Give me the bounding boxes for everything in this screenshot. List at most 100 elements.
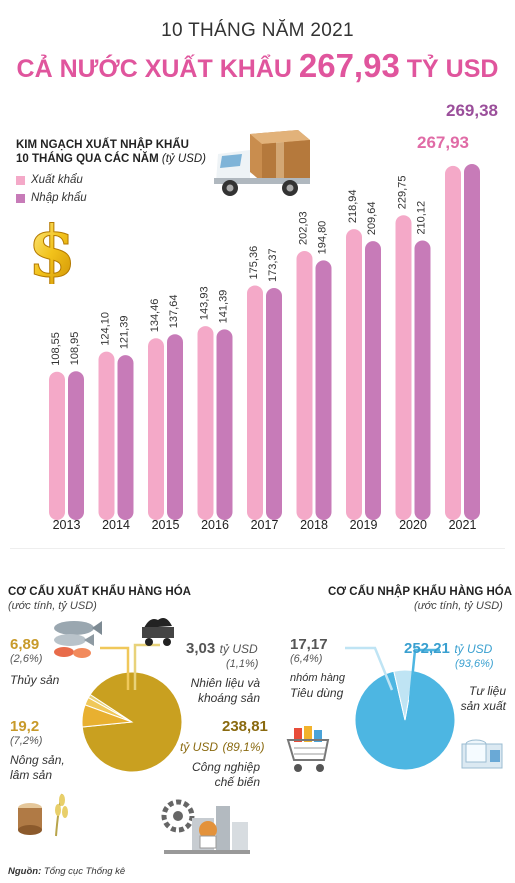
cong-nghiep-percent: (89,1%) xyxy=(222,740,265,754)
export-pie-unit: (ước tính, tỷ USD) xyxy=(8,600,97,612)
tu-lieu-percent: (93,6%) xyxy=(455,658,494,670)
bar-chart-title-line2: 10 THÁNG QUA CÁC NĂM (tỷ USD) xyxy=(16,152,206,166)
year-label-2018: 2018 xyxy=(300,518,328,532)
year-label-2021: 2021 xyxy=(449,518,477,532)
value-label-import-2018: 194,80 xyxy=(317,221,329,255)
tu-lieu-label: Tư liệu sản xuất xyxy=(440,684,506,714)
tieu-dung-value: 17,17 xyxy=(290,636,328,653)
value-label-export-2020: 229,75 xyxy=(397,176,409,210)
export-pie-title: CƠ CẤU XUẤT KHẨU HÀNG HÓA xyxy=(8,586,191,598)
section-divider xyxy=(10,548,505,549)
tieu-dung-percent: (6,4%) xyxy=(290,653,323,665)
tu-lieu-label-line1: Tư liệu xyxy=(469,684,506,698)
value-label-export-2013: 108,55 xyxy=(50,332,62,366)
svg-text:$: $ xyxy=(28,212,77,284)
nhien-lieu-label: Nhiên liệu và khoáng sản xyxy=(180,676,260,706)
slice-tu-lieu: 252,21 tỷ USD xyxy=(404,640,492,658)
value-label-import-2013: 108,95 xyxy=(69,332,81,366)
period-title: 10 THÁNG NĂM 2021 xyxy=(161,20,354,41)
pie-slice-tu-lieu xyxy=(354,670,456,771)
bar-import-2013 xyxy=(68,371,84,520)
bar-export-2017 xyxy=(247,285,263,520)
cong-nghiep-unit-row: tỷ USD (89,1%) xyxy=(180,738,265,756)
machine-icon xyxy=(461,739,503,769)
value-label-import-2014: 121,39 xyxy=(119,316,131,350)
cong-nghiep-unit: tỷ USD xyxy=(180,740,219,754)
tu-lieu-value: 252,21 xyxy=(404,640,450,657)
value-label-import-2019: 209,64 xyxy=(366,202,378,236)
source-prefix: Nguồn: xyxy=(8,866,42,877)
bar-import-2015 xyxy=(167,334,183,520)
legend-import-label: Nhập khẩu xyxy=(31,192,87,204)
bar-export-2018 xyxy=(296,251,313,520)
bar-chart-title: KIM NGẠCH XUẤT NHẬP KHẨU 10 THÁNG QUA CÁ… xyxy=(16,138,206,166)
bar-export-2016 xyxy=(197,326,214,520)
value-label-import-2017: 173,37 xyxy=(267,248,279,282)
bar-import-2020 xyxy=(414,240,431,520)
thuy-san-percent: (2,6%) xyxy=(10,653,43,665)
thuy-san-value: 6,89 xyxy=(10,636,40,653)
bar-export-2014 xyxy=(98,351,115,520)
nong-san-label-line2: lâm sản xyxy=(10,768,53,782)
value-label-export-2017: 175,36 xyxy=(248,246,260,280)
cong-nghiep-label-line1: Công nghiệp xyxy=(191,760,260,774)
industry-icon xyxy=(161,799,250,854)
nong-san-label-line1: Nông sản, xyxy=(10,753,65,767)
value-label-export-2016: 143,93 xyxy=(199,286,211,320)
fish-icon xyxy=(54,621,102,658)
nhien-lieu-value: 3,03 xyxy=(186,640,216,657)
headline: CẢ NƯỚC XUẤT KHẨU 267,93 TỶ USD xyxy=(0,47,515,85)
nhien-lieu-percent: (1,1%) xyxy=(226,658,259,670)
cong-nghiep-value: 238,81 xyxy=(222,718,268,735)
connector-nhien-lieu xyxy=(133,643,160,690)
connector-tu-lieu xyxy=(408,648,440,701)
legend-import: Nhập khẩu xyxy=(16,192,87,204)
coal-cart-icon xyxy=(142,618,174,646)
source: Nguồn: Tổng cục Thống kê xyxy=(8,866,125,877)
truck-icon xyxy=(214,130,310,196)
value-label-export-2019: 218,94 xyxy=(347,190,359,224)
slice-nhien-lieu: 3,03 tỷ USD xyxy=(186,640,258,658)
bar-import-2021 xyxy=(464,164,480,520)
value-label-export-2021: 267,93 xyxy=(417,133,469,152)
bar-chart-subtitle: 10 THÁNG QUA CÁC NĂM xyxy=(16,153,159,165)
bar-import-2016 xyxy=(216,329,233,520)
legend-export-label: Xuất khẩu xyxy=(31,174,83,186)
export-pie xyxy=(81,671,183,773)
thuy-san-label: Thủy sản xyxy=(10,673,60,687)
bar-chart-unit: (tỷ USD) xyxy=(161,153,206,165)
bar-import-2018 xyxy=(315,260,332,520)
value-label-import-2016: 141,39 xyxy=(218,290,230,324)
bar-chart-title-line1: KIM NGẠCH XUẤT NHẬP KHẨU xyxy=(16,139,189,151)
bar-export-2019 xyxy=(346,229,362,520)
bar-import-2017 xyxy=(266,288,282,520)
value-label-import-2015: 137,64 xyxy=(168,295,180,329)
year-label-2013: 2013 xyxy=(53,518,81,532)
import-pie xyxy=(354,669,456,771)
slice-tieu-dung: 17,17 (6,4%) nhóm hàng Tiêu dùng xyxy=(290,636,345,701)
legend-export: Xuất khẩu xyxy=(16,174,83,186)
legend-import-swatch xyxy=(16,193,25,203)
year-label-2014: 2014 xyxy=(102,518,130,532)
bar-export-2021 xyxy=(445,165,461,521)
headline-value: 267,93 xyxy=(298,47,400,84)
cong-nghiep-label-line2: chế biến xyxy=(214,775,260,789)
year-label-2019: 2019 xyxy=(350,518,378,532)
nhien-lieu-label-line1: Nhiên liệu và xyxy=(190,676,260,690)
nhien-lieu-unit: tỷ USD xyxy=(219,642,258,656)
year-label-2017: 2017 xyxy=(251,518,279,532)
bar-export-2013 xyxy=(49,371,65,520)
import-pie-unit: (ước tính, tỷ USD) xyxy=(414,600,503,612)
nhien-lieu-label-line2: khoáng sản xyxy=(197,691,260,705)
slice-nong-san: 19,2 (7,2%) Nông sản, lâm sản xyxy=(10,718,65,783)
value-label-import-2020: 210,12 xyxy=(416,201,428,235)
nong-san-percent: (7,2%) xyxy=(10,735,43,747)
bar-export-2015 xyxy=(148,338,164,520)
headline-unit: TỶ USD xyxy=(406,55,499,83)
legend-export-swatch xyxy=(16,175,25,185)
nong-san-value: 19,2 xyxy=(10,718,40,735)
slice-thuy-san: 6,89 (2,6%) Thủy sản xyxy=(10,636,59,688)
shopping-cart-icon xyxy=(286,726,330,772)
headline-prefix: CẢ NƯỚC XUẤT KHẨU xyxy=(16,55,292,83)
